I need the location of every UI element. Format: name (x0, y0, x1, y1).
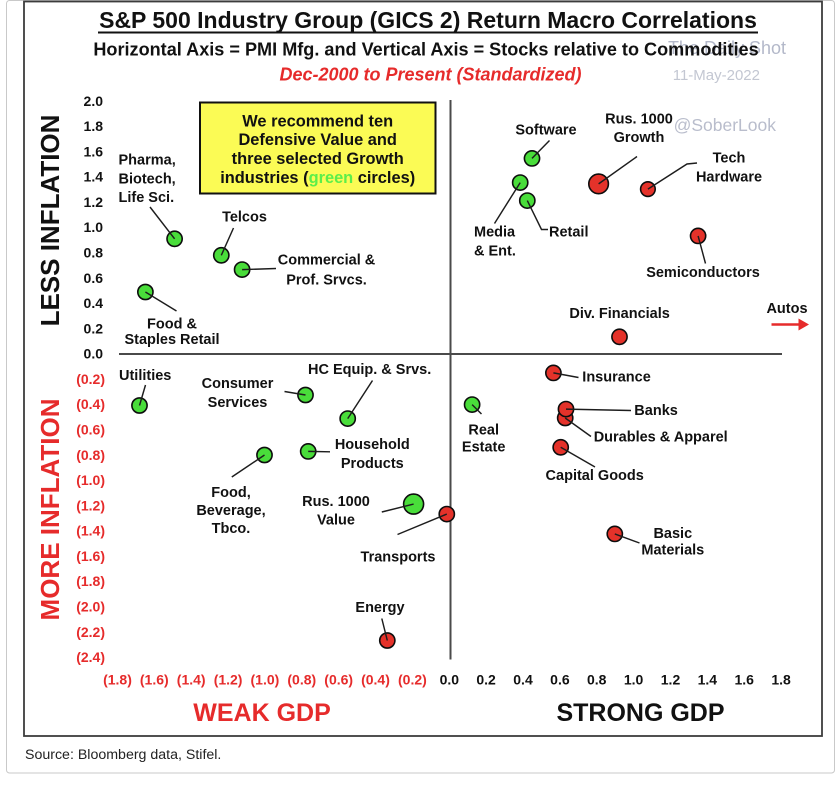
svg-text:Commercial &: Commercial & (278, 253, 376, 269)
svg-text:2.0: 2.0 (84, 93, 104, 109)
svg-text:S&P 500 Industry Group (GICS 2: S&P 500 Industry Group (GICS 2) Return M… (99, 7, 757, 33)
svg-text:1.6: 1.6 (734, 672, 754, 688)
svg-text:Consumer: Consumer (202, 376, 274, 392)
svg-text:0.6: 0.6 (84, 270, 104, 286)
svg-text:(0.2): (0.2) (398, 672, 427, 688)
svg-text:three selected Growth: three selected Growth (232, 150, 404, 168)
svg-text:Value: Value (317, 513, 355, 529)
svg-text:11-May-2022: 11-May-2022 (673, 67, 760, 84)
svg-text:Beverage,: Beverage, (196, 503, 265, 519)
svg-text:Defensive Value and: Defensive Value and (238, 131, 397, 149)
svg-text:Source: Bloomberg data, Stifel: Source: Bloomberg data, Stifel. (25, 747, 221, 763)
svg-text:Pharma,: Pharma, (119, 153, 176, 169)
svg-text:Media: Media (474, 225, 516, 241)
svg-text:0.8: 0.8 (587, 672, 607, 688)
svg-text:(1.4): (1.4) (177, 672, 206, 688)
svg-text:(1.2): (1.2) (76, 497, 105, 513)
svg-text:(0.6): (0.6) (76, 422, 105, 438)
svg-text:0.4: 0.4 (513, 672, 533, 688)
svg-text:Telcos: Telcos (222, 210, 267, 226)
svg-text:Basic: Basic (653, 526, 692, 542)
svg-text:Dec-2000 to Present (Standardi: Dec-2000 to Present (Standardized) (279, 65, 581, 85)
svg-text:Horizontal Axis = PMI Mfg. and: Horizontal Axis = PMI Mfg. and Vertical … (93, 40, 758, 60)
svg-text:(1.2): (1.2) (214, 672, 243, 688)
svg-text:1.0: 1.0 (84, 219, 104, 235)
svg-text:Products: Products (341, 456, 404, 472)
svg-text:Div. Financials: Div. Financials (569, 306, 669, 322)
svg-text:(0.4): (0.4) (361, 672, 390, 688)
svg-text:(0.4): (0.4) (76, 396, 105, 412)
svg-text:Services: Services (208, 395, 268, 411)
svg-text:HC Equip. & Srvs.: HC Equip. & Srvs. (308, 362, 431, 378)
svg-text:LESS INFLATION: LESS INFLATION (35, 115, 65, 327)
svg-text:(2.4): (2.4) (76, 649, 105, 665)
svg-text:& Ent.: & Ent. (474, 244, 516, 260)
svg-text:Real: Real (468, 422, 499, 438)
svg-text:Rus. 1000: Rus. 1000 (302, 494, 370, 510)
svg-text:industries (green circles): industries (green circles) (220, 169, 415, 187)
svg-text:Materials: Materials (641, 543, 704, 559)
svg-text:Growth: Growth (614, 130, 665, 146)
svg-text:WEAK GDP: WEAK GDP (193, 699, 331, 727)
svg-text:Biotech,: Biotech, (119, 172, 176, 188)
svg-text:Utilities: Utilities (119, 368, 171, 384)
svg-text:(1.4): (1.4) (76, 523, 105, 539)
svg-text:Durables & Apparel: Durables & Apparel (594, 430, 728, 446)
svg-text:1.8: 1.8 (84, 118, 104, 134)
svg-text:1.4: 1.4 (84, 169, 104, 185)
svg-text:(0.6): (0.6) (324, 672, 353, 688)
svg-text:(1.8): (1.8) (76, 573, 105, 589)
svg-text:Autos: Autos (766, 301, 807, 317)
svg-text:(0.8): (0.8) (287, 672, 316, 688)
svg-text:(2.0): (2.0) (76, 599, 105, 615)
svg-text:Rus. 1000: Rus. 1000 (605, 112, 673, 128)
svg-text:STRONG GDP: STRONG GDP (556, 699, 724, 727)
svg-text:Estate: Estate (462, 439, 506, 455)
svg-text:1.2: 1.2 (661, 672, 681, 688)
svg-text:(1.8): (1.8) (103, 672, 132, 688)
svg-text:Food &: Food & (147, 317, 197, 333)
svg-text:0.0: 0.0 (84, 346, 104, 362)
svg-text:(1.6): (1.6) (140, 672, 169, 688)
svg-text:0.2: 0.2 (84, 320, 104, 336)
svg-text:We recommend ten: We recommend ten (242, 112, 393, 130)
svg-text:Staples Retail: Staples Retail (124, 332, 219, 348)
svg-text:Life Sci.: Life Sci. (119, 190, 175, 206)
svg-text:(0.8): (0.8) (76, 447, 105, 463)
svg-text:Household: Household (335, 437, 410, 453)
svg-text:@SoberLook: @SoberLook (674, 115, 777, 135)
svg-text:Prof. Srvcs.: Prof. Srvcs. (286, 273, 367, 289)
svg-text:Software: Software (515, 123, 576, 139)
svg-text:(0.2): (0.2) (76, 371, 105, 387)
svg-text:(1.6): (1.6) (76, 548, 105, 564)
svg-text:1.2: 1.2 (84, 194, 104, 210)
svg-text:0.2: 0.2 (476, 672, 496, 688)
svg-text:Retail: Retail (549, 225, 589, 241)
svg-text:Food,: Food, (211, 485, 250, 501)
svg-text:0.8: 0.8 (84, 245, 104, 261)
svg-text:1.6: 1.6 (84, 143, 104, 159)
svg-text:Transports: Transports (361, 550, 436, 566)
svg-text:Insurance: Insurance (582, 370, 651, 386)
svg-text:Hardware: Hardware (696, 169, 762, 185)
svg-text:Tech: Tech (713, 150, 746, 166)
svg-text:(2.2): (2.2) (76, 624, 105, 640)
svg-text:Capital Goods: Capital Goods (546, 468, 644, 484)
svg-text:(1.0): (1.0) (251, 672, 280, 688)
svg-text:MORE INFLATION: MORE INFLATION (35, 399, 65, 621)
svg-text:Energy: Energy (355, 600, 404, 616)
svg-text:Tbco.: Tbco. (212, 521, 251, 537)
svg-text:1.8: 1.8 (771, 672, 791, 688)
svg-text:1.4: 1.4 (698, 672, 718, 688)
svg-text:0.4: 0.4 (84, 295, 104, 311)
svg-text:Semiconductors: Semiconductors (646, 265, 760, 281)
svg-text:0.0: 0.0 (440, 672, 460, 688)
svg-text:(1.0): (1.0) (76, 472, 105, 488)
svg-text:0.6: 0.6 (550, 672, 570, 688)
svg-text:Banks: Banks (634, 403, 678, 419)
svg-text:1.0: 1.0 (624, 672, 644, 688)
